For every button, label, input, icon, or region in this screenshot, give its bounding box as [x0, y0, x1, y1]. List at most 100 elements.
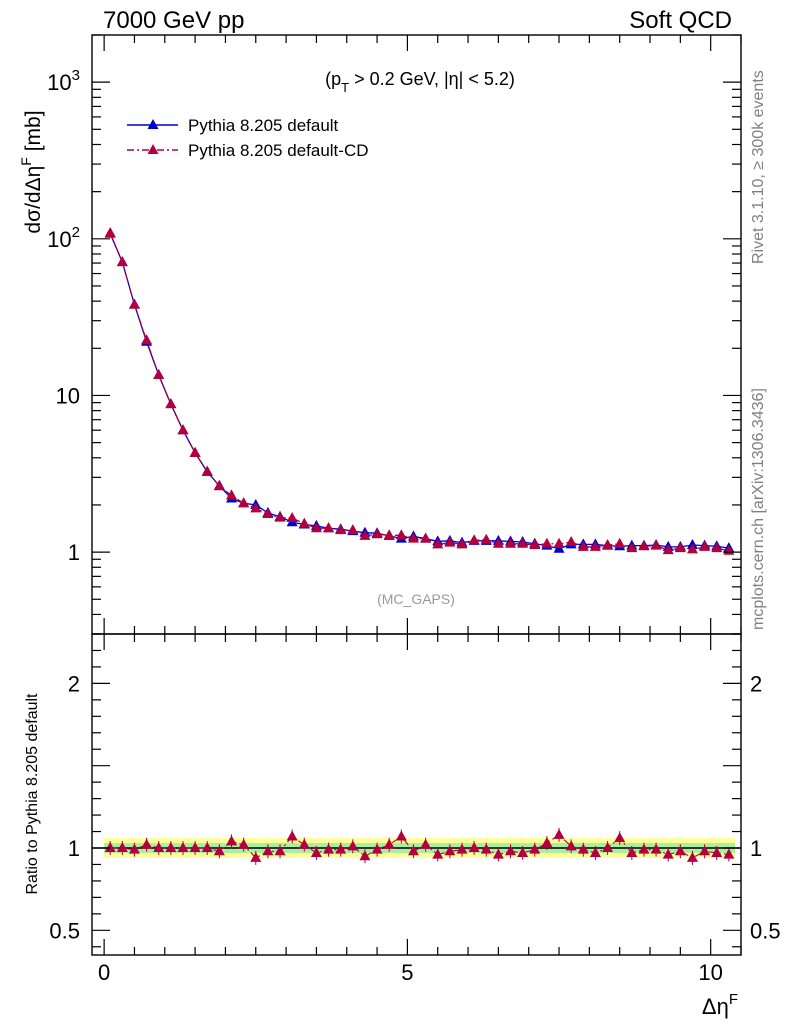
data-point	[201, 465, 213, 476]
data-point	[323, 522, 335, 533]
ratio-point	[189, 842, 201, 852]
ratio-point	[711, 846, 723, 857]
data-point	[420, 532, 432, 543]
data-point	[286, 512, 298, 523]
ratio-y-tick-label-left: 0.5	[49, 918, 80, 943]
y-tick-label: 10	[56, 383, 80, 408]
ratio-point	[589, 846, 601, 857]
ratio-point	[541, 837, 553, 848]
ratio-point	[153, 842, 165, 852]
series-cd	[104, 226, 735, 555]
ratio-point	[699, 845, 711, 856]
axes: 0 5 10 1 10 102 103 0.5 0.5 1 1 2 2	[47, 34, 781, 985]
ratio-point	[262, 845, 274, 856]
data-point	[505, 537, 517, 548]
data-point	[395, 529, 407, 540]
ratio-point	[226, 835, 238, 846]
ratio-point	[577, 843, 589, 854]
ratio-point	[286, 830, 298, 841]
y-tick-label: 102	[47, 224, 80, 252]
data-point	[116, 256, 128, 267]
ratio-point	[492, 848, 504, 859]
ratio-point	[602, 842, 614, 852]
ratio-point	[298, 838, 310, 849]
ratio-point	[177, 842, 189, 852]
ratio-point	[420, 838, 432, 849]
ratio-point	[165, 842, 177, 852]
process-label: Soft QCD	[629, 7, 732, 34]
legend-label-default: Pythia 8.205 default	[188, 116, 339, 135]
data-point	[274, 511, 286, 522]
data-point	[541, 537, 553, 548]
data-point	[662, 544, 674, 555]
ratio-point	[310, 846, 322, 857]
ratio-point	[407, 845, 419, 856]
data-point	[310, 522, 322, 533]
main-ylabel: dσ/dΔηF [mb]	[18, 110, 45, 233]
ratio-point	[128, 843, 140, 854]
x-axis-label: ΔηF	[702, 991, 738, 1019]
data-point	[711, 542, 723, 553]
ratio-point	[213, 845, 225, 856]
x-tick-label: 5	[401, 960, 413, 985]
ratio-ylabel: Ratio to Pythia 8.205 default	[24, 693, 41, 895]
data-point	[565, 535, 577, 546]
ratio-point	[565, 840, 577, 851]
data-point	[638, 540, 650, 551]
ratio-y-tick-label-left: 1	[68, 836, 80, 861]
data-point	[371, 528, 383, 539]
energy-label: 7000 GeV pp	[103, 7, 244, 34]
data-point	[141, 334, 153, 345]
ratio-point	[662, 848, 674, 859]
x-tick-label: 0	[98, 960, 110, 985]
ratio-point	[274, 845, 286, 856]
ratio-point	[480, 843, 492, 854]
ratio-point	[432, 848, 444, 859]
legend-marker-default	[147, 119, 159, 129]
data-point	[128, 298, 140, 309]
data-point	[153, 369, 165, 380]
ratio-point	[638, 843, 650, 854]
data-point	[432, 538, 444, 549]
ratio-point	[116, 842, 128, 852]
data-point	[226, 489, 238, 500]
ratio-y-tick-label-left: 2	[68, 671, 80, 696]
data-point	[650, 539, 662, 550]
ratio-point	[517, 846, 529, 857]
data-point	[699, 540, 711, 551]
ratio-y-tick-label-right: 2	[750, 671, 762, 696]
data-point	[262, 508, 274, 519]
y-tick-label: 1	[68, 540, 80, 565]
x-tick-label: 10	[698, 960, 722, 985]
legend-label-cd: Pythia 8.205 default-CD	[188, 141, 369, 160]
data-point	[359, 529, 371, 540]
data-point	[626, 542, 638, 553]
data-point	[529, 538, 541, 549]
ratio-point	[383, 838, 395, 849]
ratio-point	[456, 843, 468, 854]
ratio-point	[395, 830, 407, 841]
cuts-label: (pT > 0.2 GeV, |η| < 5.2)	[325, 69, 515, 95]
data-point	[347, 524, 359, 535]
ratio-point	[201, 842, 213, 852]
ratio-point	[359, 850, 371, 861]
data-point	[165, 398, 177, 409]
ratio-point	[444, 845, 456, 856]
data-point	[517, 537, 529, 548]
ratio-y-tick-label-right: 0.5	[750, 918, 781, 943]
analysis-tag: (MC_GAPS)	[377, 591, 455, 607]
ratio-point	[686, 851, 698, 862]
ratio-point	[626, 846, 638, 857]
ratio-point	[723, 848, 735, 859]
ratio-plot-area	[92, 827, 741, 865]
data-point	[577, 540, 589, 551]
mcplots-label: mcplots.cern.ch [arXiv:1306.3436]	[750, 388, 767, 630]
data-point	[674, 542, 686, 553]
data-point	[335, 524, 347, 535]
data-point	[614, 537, 626, 548]
data-point	[213, 480, 225, 491]
ratio-point	[104, 842, 116, 852]
rivet-label: Rivet 3.1.10, ≥ 300k events	[750, 70, 767, 264]
ratio-point	[250, 851, 262, 862]
